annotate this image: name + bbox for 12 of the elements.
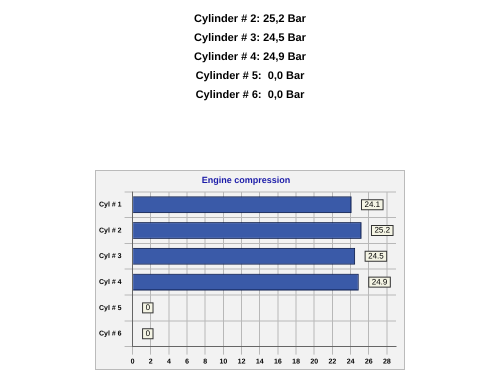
data-label: 24.9 [372, 277, 388, 286]
data-label: 24.5 [368, 252, 384, 261]
data-label: 0 [146, 328, 151, 338]
text: Cylinder # 5: 0,0 Bar [194, 69, 306, 84]
data-label: 25.2 [374, 226, 391, 235]
chart-title: Engine compression [202, 174, 290, 185]
text: Cylinder # 4: 24,9 Bar [193, 50, 307, 65]
data-label: 24.1 [364, 200, 381, 209]
text: Cylinder # 6: 0,0 Bar [194, 88, 306, 103]
text: Cylinder # 3: 24,5 Bar [193, 31, 307, 46]
data-label: 0 [146, 303, 151, 312]
text: Cylinder # 2: 25,2 Bar [193, 12, 307, 27]
